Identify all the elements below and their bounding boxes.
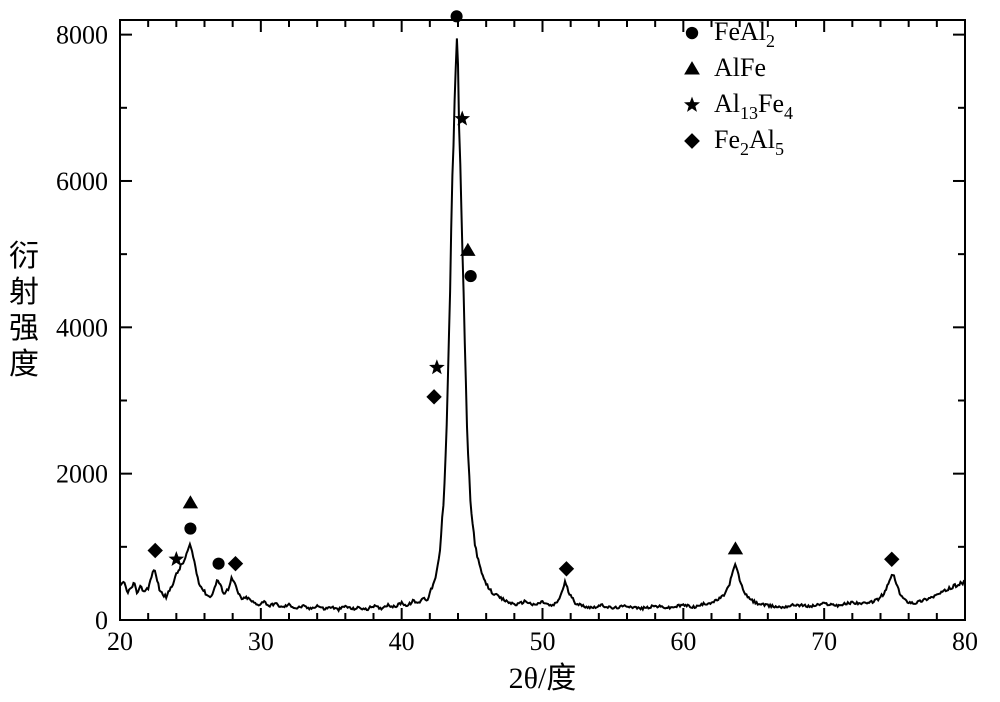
svg-text:80: 80 [952,627,978,656]
svg-text:40: 40 [389,627,415,656]
svg-text:30: 30 [248,627,274,656]
svg-text:强: 强 [9,312,39,345]
svg-text:FeAl2: FeAl2 [714,17,775,51]
svg-text:8000: 8000 [56,21,108,50]
svg-text:衍: 衍 [9,240,39,273]
svg-text:50: 50 [530,627,556,656]
svg-text:Fe2Al5: Fe2Al5 [714,125,784,159]
svg-text:60: 60 [670,627,696,656]
svg-text:70: 70 [811,627,837,656]
svg-text:AlFe: AlFe [714,53,766,82]
svg-text:4000: 4000 [56,313,108,342]
svg-text:射: 射 [9,276,39,309]
svg-text:6000: 6000 [56,167,108,196]
svg-text:0: 0 [95,606,108,635]
xrd-chart: 20 30 40 50 60 70 80 0 2000 4000 6000 8000 2θ/度 衍射强度 F… [0,0,1000,702]
svg-text:2θ/度: 2θ/度 [509,662,577,695]
svg-text:2000: 2000 [56,460,108,489]
svg-text:度: 度 [9,348,39,381]
svg-text:Al13Fe4: Al13Fe4 [714,89,793,123]
svg-text:20: 20 [107,627,133,656]
